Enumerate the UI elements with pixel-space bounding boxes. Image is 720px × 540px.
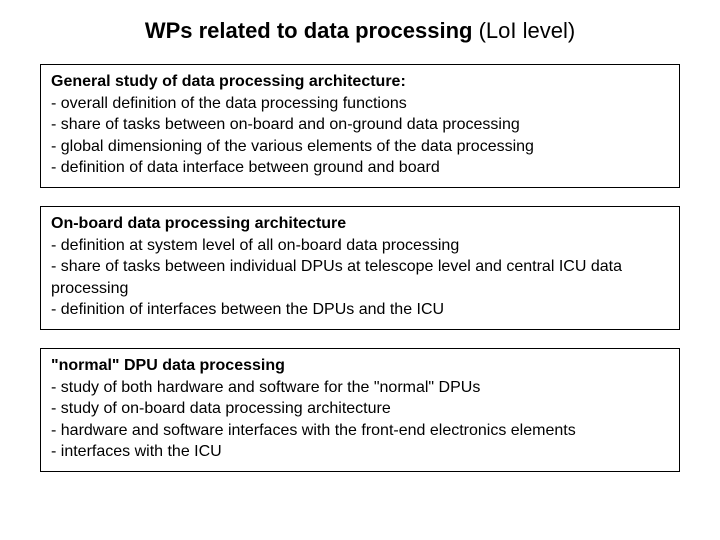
box-onboard-architecture: On-board data processing architecture - … [40,206,680,330]
page-title: WPs related to data processing (LoI leve… [80,18,640,44]
box-heading: "normal" DPU data processing [51,355,669,377]
box-line: - overall definition of the data process… [51,93,669,115]
box-line: - share of tasks between on-board and on… [51,114,669,136]
box-line: - definition of interfaces between the D… [51,299,669,321]
box-line: - definition at system level of all on-b… [51,235,669,257]
title-bold: WPs related to data processing [145,18,473,43]
box-heading: General study of data processing archite… [51,71,669,93]
box-line: - interfaces with the ICU [51,441,669,463]
box-line: - definition of data interface between g… [51,157,669,179]
box-line: - study of on-board data processing arch… [51,398,669,420]
box-line: - global dimensioning of the various ele… [51,136,669,158]
box-line: - hardware and software interfaces with … [51,420,669,442]
title-normal: (LoI level) [472,18,575,43]
box-general-study: General study of data processing archite… [40,64,680,188]
box-heading: On-board data processing architecture [51,213,669,235]
box-normal-dpu: "normal" DPU data processing - study of … [40,348,680,472]
box-line: - share of tasks between individual DPUs… [51,256,669,299]
box-line: - study of both hardware and software fo… [51,377,669,399]
